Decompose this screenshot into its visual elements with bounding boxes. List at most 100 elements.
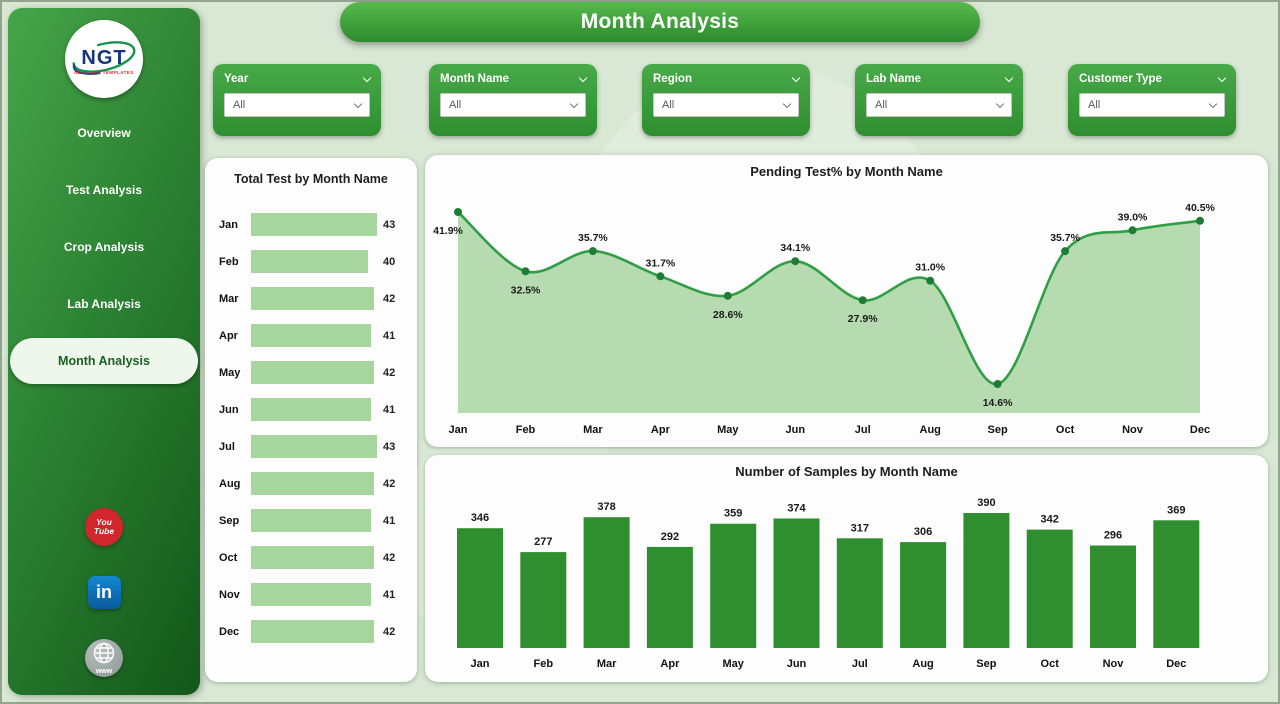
filter-header: Region xyxy=(653,73,801,85)
hbar-row-feb: Feb 40 xyxy=(219,243,407,280)
bar-may[interactable] xyxy=(251,361,375,384)
sidebar-item-crop-analysis[interactable]: Crop Analysis xyxy=(8,218,200,275)
bar-sep[interactable] xyxy=(251,509,372,532)
sidebar-item-month-analysis[interactable]: Month Analysis xyxy=(10,337,198,384)
bar-oct[interactable] xyxy=(251,546,375,569)
hbar-row-oct: Oct 42 xyxy=(219,539,407,576)
bar-track xyxy=(251,287,377,310)
axis-label: Oct xyxy=(1041,658,1060,670)
bar-track xyxy=(251,509,377,532)
data-point-oct[interactable] xyxy=(1061,247,1070,256)
linkedin-icon[interactable]: in xyxy=(87,576,121,609)
chevron-down-icon[interactable] xyxy=(1004,73,1014,82)
axis-label: Feb xyxy=(534,658,554,670)
data-point-jul[interactable] xyxy=(858,296,867,305)
axis-label: Feb xyxy=(516,424,536,436)
value-label: 41 xyxy=(383,514,396,527)
data-point-nov[interactable] xyxy=(1128,226,1137,235)
value-label: 390 xyxy=(977,497,995,509)
chevron-down-icon[interactable] xyxy=(578,73,588,82)
category-label: Nov xyxy=(219,588,240,601)
year-dropdown[interactable]: All xyxy=(224,93,370,117)
axis-label: Nov xyxy=(1122,424,1144,436)
filter-customer-type: Customer Type All xyxy=(1068,64,1236,136)
filter-label: Year xyxy=(224,73,249,85)
data-point-feb[interactable] xyxy=(521,267,530,276)
sidebar-item-test-analysis[interactable]: Test Analysis xyxy=(8,161,200,218)
column-jun[interactable] xyxy=(773,518,820,649)
value-label: 40 xyxy=(383,255,396,268)
value-label: 43 xyxy=(383,218,396,231)
customer-type-dropdown[interactable]: All xyxy=(1079,93,1225,117)
value-label: 342 xyxy=(1041,514,1059,526)
data-point-jan[interactable] xyxy=(454,208,462,216)
bar-nov[interactable] xyxy=(251,583,372,606)
bar-apr[interactable] xyxy=(251,324,372,347)
column-nov[interactable] xyxy=(1090,545,1136,649)
column-jan[interactable] xyxy=(457,528,503,648)
page-title: Month Analysis xyxy=(580,10,740,33)
area-fill xyxy=(458,212,1200,413)
axis-label: Jul xyxy=(852,658,868,670)
lab-name-dropdown[interactable]: All xyxy=(866,93,1012,117)
data-point-dec[interactable] xyxy=(1196,216,1204,225)
bar-feb[interactable] xyxy=(251,250,369,273)
data-label: 14.6% xyxy=(983,397,1013,409)
bar-jan[interactable] xyxy=(251,213,377,236)
value-label: 41 xyxy=(383,329,396,342)
filter-label: Customer Type xyxy=(1079,73,1162,85)
logo-subtext: NEXT GEN TEMPLATES xyxy=(74,70,133,75)
column-dec[interactable] xyxy=(1153,520,1200,648)
bar-jul[interactable] xyxy=(251,435,377,458)
data-point-sep[interactable] xyxy=(993,380,1002,388)
column-mar[interactable] xyxy=(583,517,630,648)
chevron-down-icon[interactable] xyxy=(791,73,801,82)
value-label: 369 xyxy=(1167,504,1185,516)
website-globe-icon[interactable]: www xyxy=(85,639,123,677)
chevron-down-icon[interactable] xyxy=(1217,73,1227,82)
category-label: Mar xyxy=(219,292,239,305)
bar-dec[interactable] xyxy=(251,620,375,643)
chevron-down-icon xyxy=(569,99,579,108)
category-label: Sep xyxy=(219,514,240,527)
column-may[interactable] xyxy=(710,523,757,648)
sidebar-item-overview[interactable]: Overview xyxy=(8,104,200,161)
hbar-row-jun: Jun 41 xyxy=(219,391,407,428)
youtube-icon-text: Tube xyxy=(93,526,115,536)
sidebar-item-lab-analysis[interactable]: Lab Analysis xyxy=(8,275,200,332)
bar-track xyxy=(251,324,377,347)
bar-jun[interactable] xyxy=(251,398,372,421)
filter-label: Lab Name xyxy=(866,73,921,85)
value-label: 42 xyxy=(383,551,396,564)
axis-label: Oct xyxy=(1056,424,1075,436)
column-apr[interactable] xyxy=(646,546,693,648)
column-aug[interactable] xyxy=(900,542,947,648)
data-point-aug[interactable] xyxy=(926,276,935,285)
value-label: 346 xyxy=(471,512,489,524)
bar-mar[interactable] xyxy=(251,287,375,310)
data-label: 41.9% xyxy=(433,225,463,237)
sidebar-item-label: Month Analysis xyxy=(58,353,150,368)
data-point-apr[interactable] xyxy=(656,272,665,281)
bar-aug[interactable] xyxy=(251,472,375,495)
column-jul[interactable] xyxy=(836,538,883,648)
axis-label: Jun xyxy=(787,658,807,670)
axis-label: Dec xyxy=(1166,658,1186,670)
column-sep[interactable] xyxy=(963,513,1010,648)
month-name-dropdown[interactable]: All xyxy=(440,93,586,117)
column-feb[interactable] xyxy=(520,552,567,648)
filter-value: All xyxy=(662,99,675,111)
data-point-jun[interactable] xyxy=(791,257,800,266)
chevron-down-icon[interactable] xyxy=(362,73,372,82)
category-label: May xyxy=(219,366,241,379)
sidebar: NGT NEXT GEN TEMPLATES Overview Test Anal… xyxy=(8,8,200,695)
column-oct[interactable] xyxy=(1026,529,1073,648)
filter-header: Lab Name xyxy=(866,73,1014,85)
logo-text: NGT xyxy=(81,47,126,69)
data-point-mar[interactable] xyxy=(588,247,597,256)
data-point-may[interactable] xyxy=(723,291,732,300)
axis-label: Aug xyxy=(912,658,933,670)
value-label: 41 xyxy=(383,403,396,416)
youtube-icon[interactable]: You Tube xyxy=(85,508,123,546)
region-dropdown[interactable]: All xyxy=(653,93,799,117)
